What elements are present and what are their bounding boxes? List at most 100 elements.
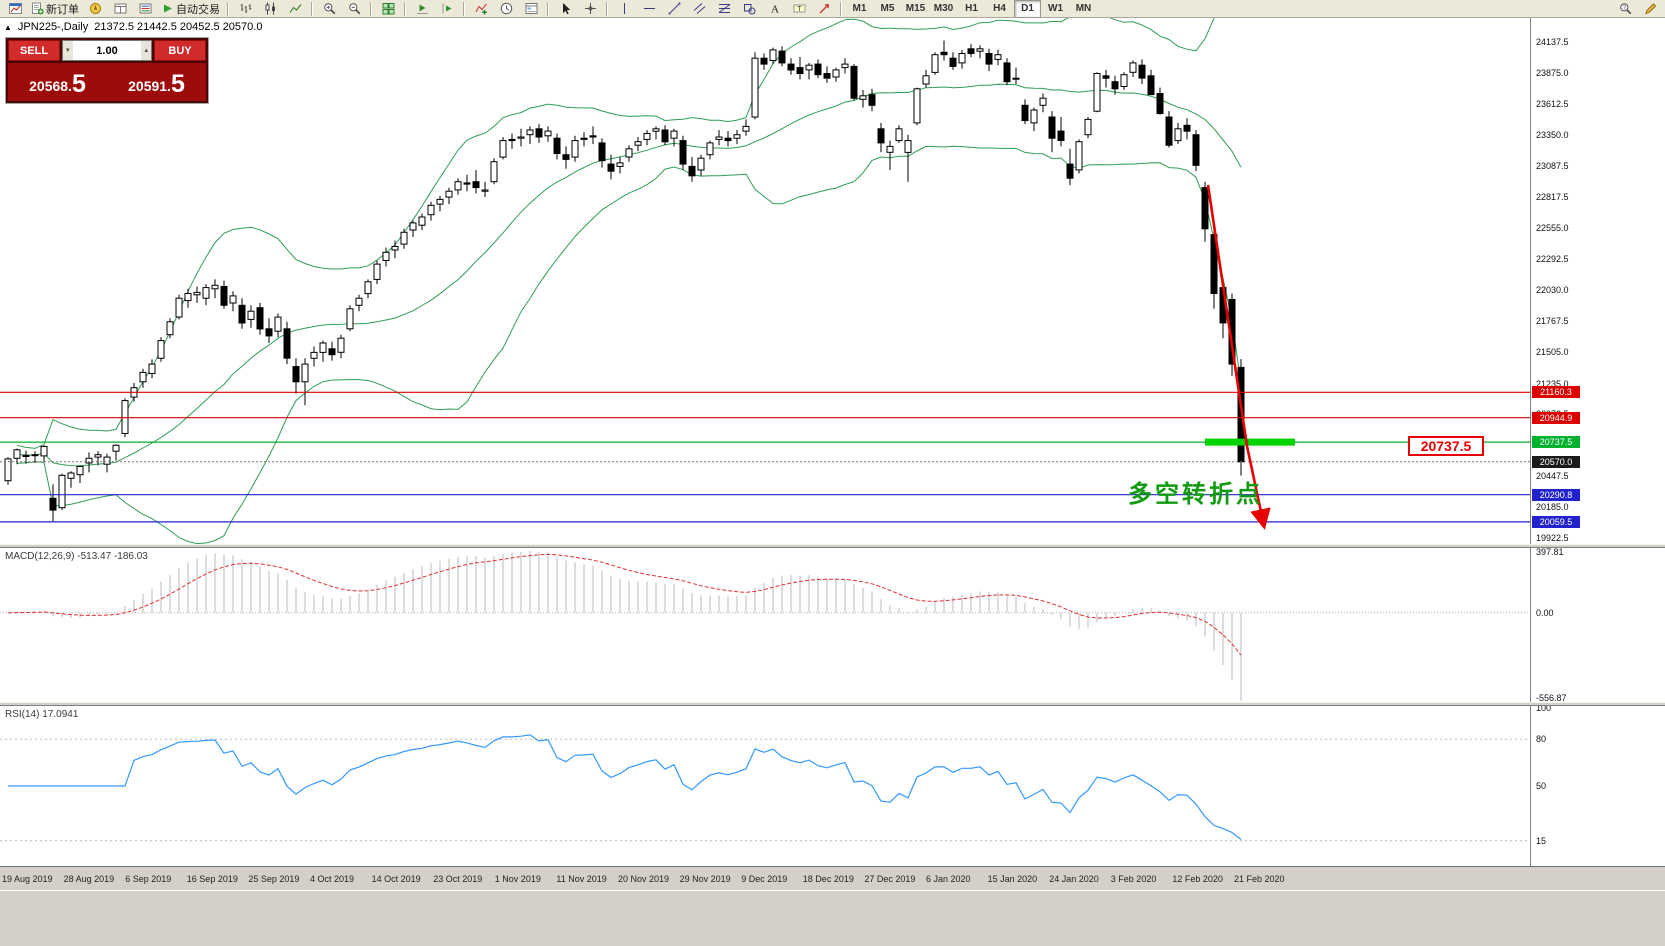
axis-tick-label: 21767.5 — [1536, 315, 1569, 326]
axis-tick-label: 100 — [1536, 703, 1552, 713]
timeframe-w1-button[interactable]: W1 — [1048, 3, 1063, 14]
panel-splitter[interactable] — [0, 544, 1665, 548]
zoom-in-icon[interactable] — [317, 0, 341, 18]
toolbar-separator — [840, 1, 842, 16]
rsi-panel[interactable] — [0, 706, 1530, 866]
tile-windows-icon — [382, 2, 395, 15]
arrows-icon[interactable] — [812, 0, 836, 18]
time-axis[interactable]: 19 Aug 2019 28 Aug 2019 6 Sep 2019 16 Sep 2… — [0, 866, 1665, 890]
price-tag-label[interactable]: 20737.5 — [1408, 436, 1484, 456]
x-axis-date-label: 4 Oct 2019 — [310, 874, 355, 884]
axis-tick-label: 50 — [1536, 781, 1547, 791]
vertical-line-icon — [618, 2, 631, 15]
crosshair-icon — [584, 2, 597, 15]
chart-window-icon[interactable] — [3, 0, 27, 18]
profiles-icon[interactable] — [83, 0, 107, 18]
cursor-icon[interactable] — [553, 0, 577, 18]
auto-scroll-icon[interactable] — [410, 0, 434, 18]
support-highlight-bar[interactable] — [1205, 438, 1295, 446]
vertical-line-icon[interactable] — [612, 0, 636, 18]
candlestick-chart-icon[interactable] — [258, 0, 282, 18]
line-chart-icon[interactable] — [283, 0, 307, 18]
price-chart[interactable] — [0, 18, 1530, 544]
fibonacci-icon[interactable] — [712, 0, 736, 18]
data-window-icon[interactable] — [108, 0, 132, 18]
auto-trading-icon — [161, 2, 174, 15]
x-axis-date-label: 25 Sep 2019 — [248, 874, 300, 884]
crosshair-icon[interactable] — [578, 0, 602, 18]
cursor-icon — [559, 2, 572, 15]
turning-point-annotation[interactable]: 多空转折点 — [1128, 481, 1263, 508]
chart-shift-icon[interactable] — [435, 0, 459, 18]
label-icon[interactable]: T — [787, 0, 811, 18]
sell-button[interactable]: SELL — [8, 40, 60, 61]
market-watch-icon[interactable] — [133, 0, 157, 18]
timeframe-d1-button[interactable]: D1 — [1014, 0, 1041, 18]
shapes-icon[interactable] — [737, 0, 761, 18]
market-watch-icon — [139, 2, 152, 15]
buy-price: 20591. 5 — [107, 63, 206, 101]
timeframe-m30-button[interactable]: M30 — [933, 3, 954, 14]
x-axis-date-label: 3 Feb 2020 — [1110, 874, 1157, 884]
tile-windows-icon[interactable] — [376, 0, 400, 18]
ohlc-values-label: 21372.5 21442.5 20452.5 20570.0 — [94, 21, 263, 33]
horizontal-line-icon — [643, 2, 656, 15]
x-axis-date-label: 18 Dec 2019 — [802, 874, 854, 884]
search-icon[interactable]: ? — [1613, 0, 1637, 18]
indicators-icon[interactable] — [469, 0, 493, 18]
zoom-out-icon — [348, 2, 361, 15]
timeframe-m5-button[interactable]: M5 — [880, 3, 895, 14]
axis-tick-label: 22817.5 — [1536, 192, 1569, 203]
volume-increase-button[interactable]: ▴ — [141, 41, 151, 60]
svg-text:T: T — [797, 6, 802, 13]
bar-chart-icon[interactable] — [233, 0, 257, 18]
x-axis-date-label: 21 Feb 2020 — [1234, 874, 1285, 884]
price-badge: 21160.3 — [1532, 386, 1580, 399]
axis-tick-label: 80 — [1536, 734, 1547, 745]
buy-button[interactable]: BUY — [154, 40, 206, 61]
macd-panel[interactable] — [0, 548, 1530, 702]
axis-tick-label: 22292.5 — [1536, 254, 1569, 265]
timeframe-m15-button[interactable]: M15 — [905, 3, 926, 14]
axis-tick-label: 20447.5 — [1536, 471, 1569, 482]
timeframe-mn-button[interactable]: MN — [1075, 3, 1092, 14]
new-order-button[interactable]: 新订单 — [28, 0, 82, 18]
price-badge: 20290.8 — [1532, 488, 1580, 501]
edit-icon[interactable] — [1638, 0, 1662, 18]
volume-decrease-button[interactable]: ▾ — [63, 41, 73, 60]
periods-icon[interactable] — [494, 0, 518, 18]
channel-icon[interactable] — [687, 0, 711, 18]
buy-price-pip: 5 — [170, 70, 185, 98]
timeframe-m1-button[interactable]: M1 — [852, 3, 867, 14]
down-arrow-annotation[interactable] — [1206, 184, 1271, 530]
toolbar: 新订单 自动交易 A T M1 M5 M15 M30 H1 H4 D1 W1 MN? — [0, 0, 1665, 18]
candlestick-chart-icon — [264, 2, 277, 15]
x-axis-date-label: 1 Nov 2019 — [494, 874, 541, 884]
axis-tick-label: 22030.0 — [1536, 285, 1569, 295]
symbol-timeframe-label: JPN225-,Daily — [17, 21, 89, 33]
zoom-out-icon[interactable] — [342, 0, 366, 18]
axis-tick-label: 22555.0 — [1536, 223, 1569, 234]
volume-input[interactable] — [72, 41, 142, 60]
sell-price-main: 20568. — [29, 78, 72, 94]
bid-ask-prices: 20568. 5 20591. 5 — [8, 63, 206, 101]
x-axis-date-label: 16 Sep 2019 — [186, 874, 238, 884]
axis-tick-label: 397.81 — [1536, 547, 1564, 557]
timeframe-h1-button[interactable]: H1 — [965, 3, 978, 14]
price-badge: 20944.9 — [1532, 411, 1580, 424]
price-axis[interactable]: 24137.5 23875.0 23612.5 23350.0 23087.5 22817… — [1530, 18, 1665, 866]
trendline-icon[interactable] — [662, 0, 686, 18]
text-icon[interactable]: A — [762, 0, 786, 18]
sell-price: 20568. 5 — [8, 63, 107, 101]
window-footer — [0, 890, 1665, 946]
x-axis-date-label: 6 Sep 2019 — [125, 874, 172, 884]
shapes-icon — [743, 2, 756, 15]
panel-splitter[interactable] — [0, 702, 1665, 706]
horizontal-line-icon[interactable] — [637, 0, 661, 18]
collapse-panel-icon[interactable]: ▲ — [4, 22, 12, 32]
timeframe-h4-button[interactable]: H4 — [993, 3, 1006, 14]
templates-icon[interactable] — [519, 0, 543, 18]
axis-tick-label: 23350.0 — [1536, 129, 1569, 140]
auto-trading-button[interactable]: 自动交易 — [158, 0, 223, 18]
x-axis-date-label: 6 Jan 2020 — [926, 874, 971, 884]
